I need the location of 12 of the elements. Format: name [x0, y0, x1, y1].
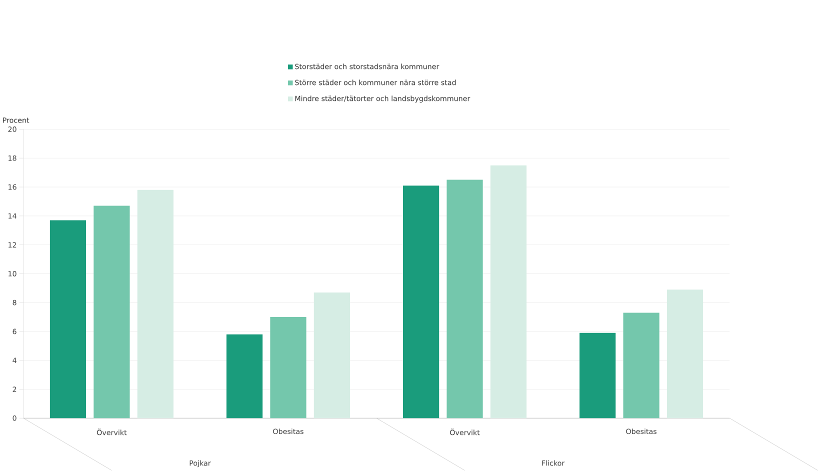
bar: [270, 317, 306, 418]
bar: [314, 292, 350, 418]
bar: [446, 180, 483, 418]
bar: [402, 186, 440, 418]
bar: [137, 190, 174, 418]
bar: [50, 220, 86, 418]
bar: [580, 333, 616, 418]
bar: [490, 166, 527, 418]
bar: [666, 290, 704, 418]
bar: [94, 206, 130, 418]
bar: [623, 312, 660, 418]
bar: [226, 334, 263, 418]
